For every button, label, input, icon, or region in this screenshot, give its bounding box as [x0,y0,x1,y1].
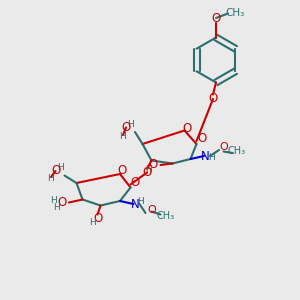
Text: O: O [117,164,126,178]
Text: O: O [147,205,156,215]
Text: H: H [127,120,134,129]
Text: H: H [50,196,57,205]
Text: O: O [131,176,140,189]
Text: O: O [142,166,152,179]
Text: O: O [219,142,228,152]
Text: O: O [93,212,102,226]
Text: O: O [122,121,130,134]
Text: O: O [57,196,66,209]
Text: H: H [138,196,144,206]
Text: H: H [53,202,60,211]
Text: CH₃: CH₃ [228,146,246,157]
Text: CH₃: CH₃ [157,211,175,221]
Text: O: O [182,122,191,135]
Text: O: O [148,158,158,172]
Text: H: H [119,132,126,141]
Text: N: N [201,149,210,163]
Text: O: O [51,164,60,178]
Text: H: H [57,164,63,172]
Text: H: H [47,174,53,183]
Text: N: N [130,197,140,211]
Text: H: H [145,165,152,174]
Text: H: H [89,218,95,227]
Text: H: H [208,153,215,162]
Text: CH₃: CH₃ [226,8,245,19]
Text: O: O [197,131,206,145]
Text: O: O [208,92,217,106]
Text: O: O [212,11,220,25]
